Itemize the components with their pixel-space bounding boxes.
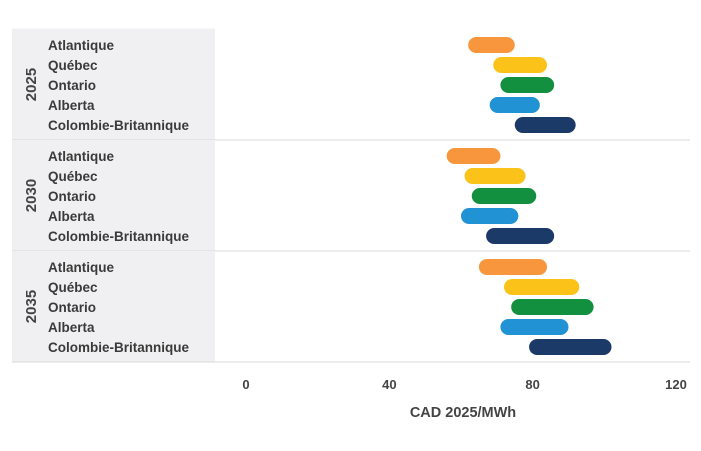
range-bar-2030-alberta xyxy=(461,208,519,224)
range-bar-2025-ontario xyxy=(500,77,555,93)
range-bar-2030-ontario xyxy=(471,188,537,204)
range-bar-2025-colombie-britannique xyxy=(514,117,576,133)
region-label: Atlantique xyxy=(48,260,114,275)
year-label-2025: 2025 xyxy=(23,68,40,101)
range-bar-2035-atlantique xyxy=(478,259,547,275)
x-axis-title: CAD 2025/MWh xyxy=(410,405,516,421)
range-bar-2030-qu-bec xyxy=(464,168,526,184)
range-bar-2035-ontario xyxy=(511,299,594,315)
range-bar-2030-colombie-britannique xyxy=(486,228,555,244)
range-bar-2025-atlantique xyxy=(468,37,515,53)
region-label: Ontario xyxy=(48,189,96,204)
range-bar-2025-alberta xyxy=(489,97,540,113)
group-label-background xyxy=(12,29,215,140)
region-label: Alberta xyxy=(48,320,95,335)
group-label-background xyxy=(12,251,215,362)
x-tick-label: 80 xyxy=(525,377,539,392)
group-label-background xyxy=(12,140,215,251)
range-bar-2035-qu-bec xyxy=(504,279,580,295)
region-label: Ontario xyxy=(48,300,96,315)
region-label: Québec xyxy=(48,280,98,295)
x-tick-label: 40 xyxy=(382,377,396,392)
region-label: Ontario xyxy=(48,78,96,93)
region-label: Colombie-Britannique xyxy=(48,229,189,244)
range-bar-2030-atlantique xyxy=(446,148,501,164)
year-label-2030: 2030 xyxy=(23,179,40,212)
region-label: Alberta xyxy=(48,98,95,113)
range-bar-2035-colombie-britannique xyxy=(529,339,612,355)
x-tick-label: 120 xyxy=(665,377,687,392)
region-label: Alberta xyxy=(48,209,95,224)
region-label: Colombie-Britannique xyxy=(48,340,189,355)
year-label-2035: 2035 xyxy=(23,290,40,323)
range-bar-2025-qu-bec xyxy=(493,57,547,73)
region-label: Québec xyxy=(48,58,98,73)
region-label: Québec xyxy=(48,169,98,184)
x-tick-label: 0 xyxy=(242,377,249,392)
region-label: Colombie-Britannique xyxy=(48,118,189,133)
range-bar-2035-alberta xyxy=(500,319,569,335)
region-label: Atlantique xyxy=(48,149,114,164)
region-label: Atlantique xyxy=(48,38,114,53)
